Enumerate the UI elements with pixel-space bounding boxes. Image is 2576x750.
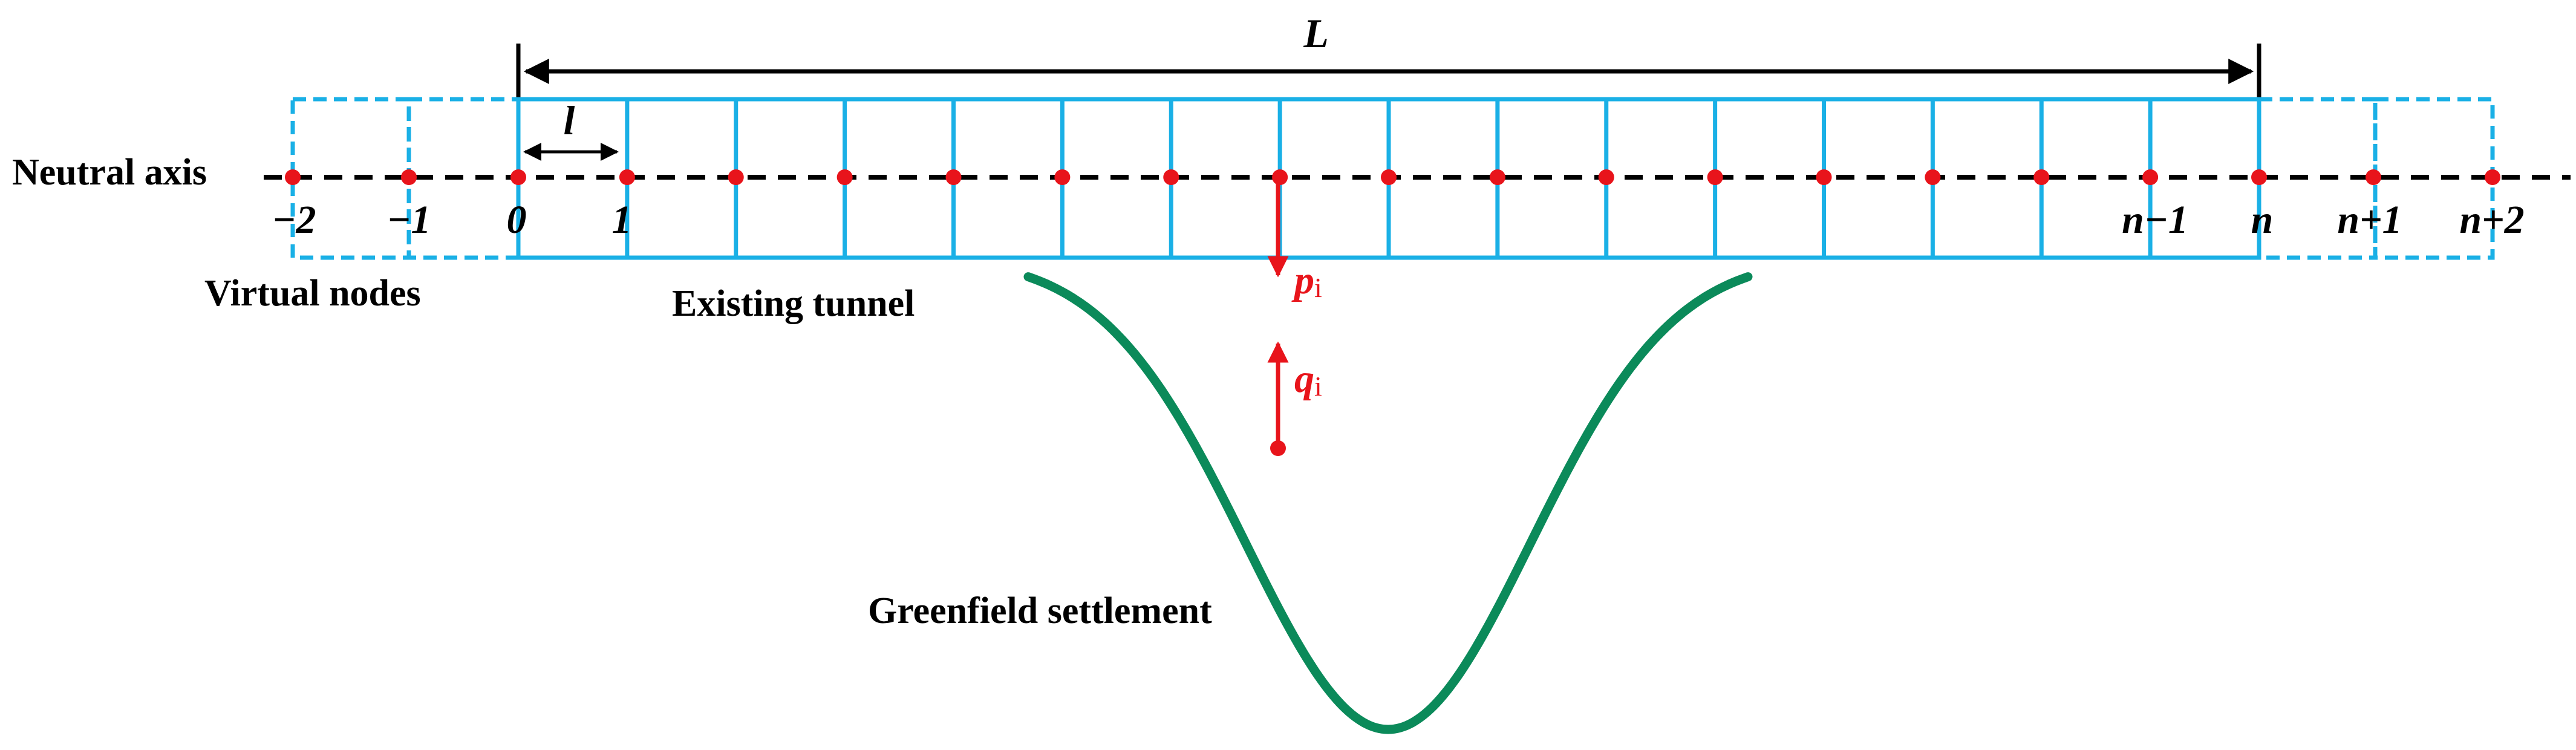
node-point [945,169,962,185]
node-point [836,169,853,185]
node-point [285,169,301,185]
nodes [285,169,2500,185]
node-label-minus2: −2 [272,198,316,242]
node-label-n-plus-1: n+1 [2337,198,2402,242]
node-point [1925,169,1941,185]
node-point [2033,169,2050,185]
node-point [728,169,744,185]
node-point [1054,169,1071,185]
total-length-dimension: L [516,10,2261,98]
node-point [619,169,635,185]
node-point [401,169,417,185]
node-label-n: n [2251,198,2274,242]
node-point [2366,169,2381,185]
node-point [2485,169,2500,185]
element-length-label: l [564,97,575,143]
element-length-dimension: l [523,97,619,161]
total-length-label: L [1303,10,1329,56]
force-q-label: qi [1294,357,1322,402]
node-label-minus1: −1 [387,198,431,242]
node-point [1163,169,1179,185]
node-label-1: 1 [612,198,632,242]
node-labels: −2 −1 0 1 n−1 n n+1 n+2 [272,198,2525,242]
neutral-axis-label: Neutral axis [12,152,207,193]
node-point [1272,169,1288,185]
node-label-n-minus-1: n−1 [2122,198,2188,242]
node-point [2142,169,2159,185]
greenfield-settlement-curve [1023,272,1753,734]
node-point [1489,169,1505,185]
force-p-arrow: pi [1267,181,1322,303]
node-point [2251,169,2267,185]
node-point [1381,169,1397,185]
node-point [1707,169,1723,185]
node-point [510,169,526,185]
existing-tunnel-label: Existing tunnel [672,283,915,324]
greenfield-settlement-label: Greenfield settlement [868,590,1212,631]
node-label-0: 0 [507,198,527,242]
node-label-n-plus-2: n+2 [2459,198,2524,242]
node-point [1816,169,1832,185]
force-p-label: pi [1291,258,1322,303]
node-point [1598,169,1614,185]
virtual-nodes-label: Virtual nodes [204,273,421,314]
force-q-arrow: qi [1267,341,1322,456]
